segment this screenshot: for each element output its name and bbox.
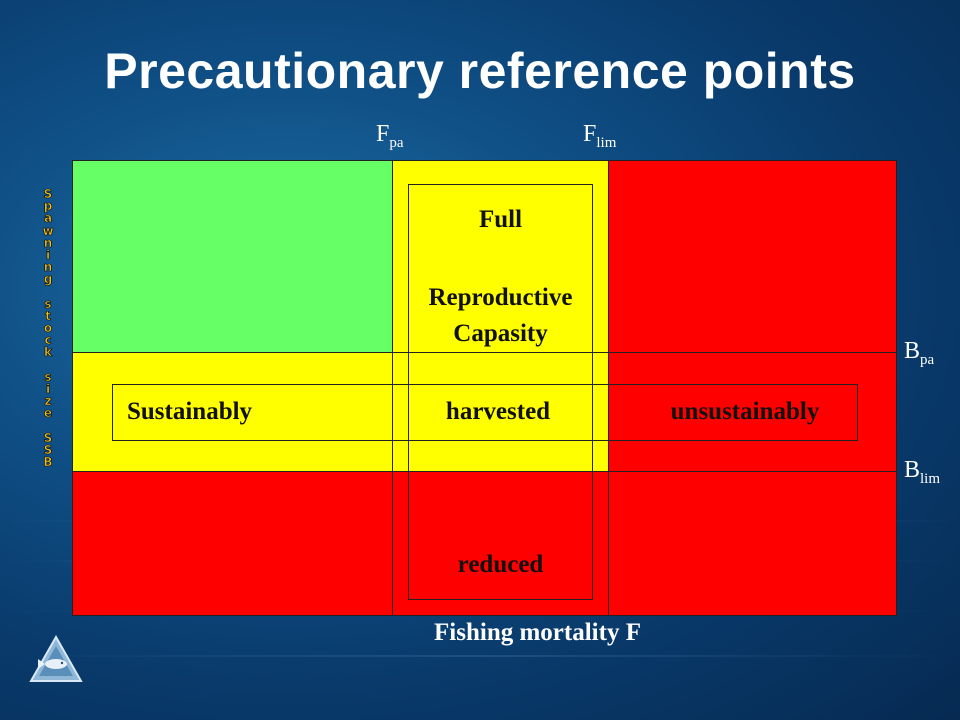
zone-bottom-middle	[392, 471, 609, 616]
slide-title: Precautionary reference points	[104, 43, 856, 99]
zone-middle-left	[72, 352, 393, 472]
reproductive-text: Reproductive	[428, 284, 573, 311]
precautionary-zone-diagram: Full Reproductive Capasity Sustainably h…	[72, 160, 897, 616]
b-pa-label: Bpa	[904, 338, 935, 368]
full-text: Full	[478, 206, 523, 233]
zone-middle-right	[608, 352, 897, 472]
zone-top-left	[72, 160, 393, 353]
f-lim-label: Flim	[583, 121, 617, 151]
b-lim-label: Blim	[904, 457, 941, 487]
fish-triangle-logo-icon	[28, 634, 84, 689]
unsustainably-text: unsustainably	[670, 398, 820, 425]
zone-top-right	[608, 160, 897, 353]
sustainably-text: Sustainably	[127, 398, 253, 425]
harvest-frame	[112, 384, 858, 441]
f-pa-label: Fpa	[376, 121, 404, 151]
harvested-text: harvested	[445, 398, 551, 425]
zone-bottom-right	[608, 471, 897, 616]
zone-bottom-left	[72, 471, 393, 616]
reduced-text: reduced	[457, 551, 544, 578]
zone-top-middle	[392, 160, 609, 353]
x-axis-label: Fishing mortality F	[434, 619, 641, 646]
reproductive-capacity-frame	[408, 184, 593, 600]
capasity-text: Capasity	[453, 320, 548, 347]
